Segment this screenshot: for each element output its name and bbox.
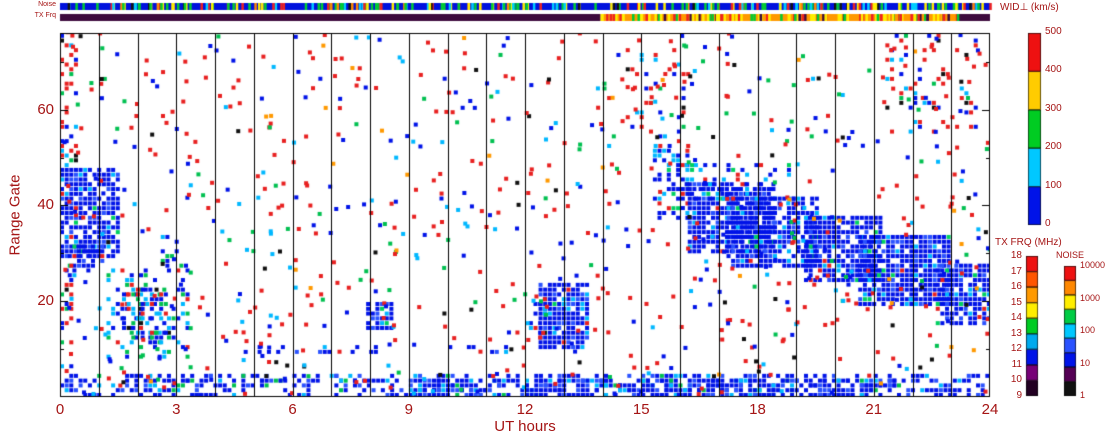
x-tick-label: 24 <box>981 401 999 418</box>
x-tick-label: 15 <box>632 401 650 418</box>
wid-colorbar-tick-label: 400 <box>1045 64 1062 76</box>
wid-colorbar-tick-label: 300 <box>1045 102 1062 114</box>
y-tick-label: 40 <box>37 196 54 214</box>
wid-colorbar-title: WID⊥ (km/s) <box>1000 2 1059 13</box>
tx-colorbar-title: TX FRQ (MHz) <box>995 237 1062 248</box>
x-tick-label: 18 <box>749 401 766 418</box>
tx-colorbar-tick-label: 9 <box>1016 390 1022 401</box>
txfrq-strip-label: TX Frq <box>34 12 56 19</box>
tx-colorbar-tick-label: 10 <box>1010 374 1022 386</box>
y-axis-label: Range Gate <box>6 174 24 256</box>
noise-colorbar-tick-label: 10 <box>1080 357 1091 368</box>
tx-colorbar-tick-label: 18 <box>1010 250 1022 261</box>
x-tick-label: 21 <box>865 401 883 418</box>
noise-colorbar-title: NOISE <box>1056 250 1085 260</box>
x-axis-label: UT hours <box>494 418 556 435</box>
noise-strip-label: Noise <box>38 1 56 8</box>
noise-colorbar-tick-label: 100 <box>1080 325 1096 335</box>
wid-colorbar-tick-label: 500 <box>1045 26 1062 37</box>
tx-colorbar-tick-label: 16 <box>1010 281 1022 293</box>
noise-colorbar-tick-label: 10000 <box>1080 260 1106 270</box>
y-tick-label: 20 <box>37 292 54 310</box>
tx-colorbar-tick-label: 11 <box>1011 358 1022 370</box>
x-tick-label: 0 <box>55 401 65 418</box>
wid-colorbar-tick-label: 200 <box>1045 141 1062 153</box>
tx-colorbar-tick-label: 17 <box>1010 265 1022 277</box>
wid-colorbar-tick-label: 100 <box>1045 179 1062 191</box>
tx-colorbar-tick-label: 13 <box>1010 327 1022 339</box>
tx-colorbar-tick-label: 15 <box>1010 296 1022 308</box>
noise-colorbar-tick-label: 1 <box>1080 390 1086 400</box>
wid-colorbar-tick-label: 0 <box>1045 218 1051 229</box>
x-tick-label: 9 <box>404 401 413 418</box>
tx-colorbar-tick-label: 14 <box>1010 312 1022 324</box>
tx-colorbar-tick-label: 12 <box>1010 343 1022 355</box>
x-tick-label: 3 <box>172 401 181 418</box>
x-tick-label: 6 <box>288 401 297 418</box>
y-tick-label: 60 <box>37 100 54 118</box>
x-tick-label: 12 <box>516 401 534 418</box>
noise-colorbar-tick-label: 1000 <box>1080 292 1101 303</box>
